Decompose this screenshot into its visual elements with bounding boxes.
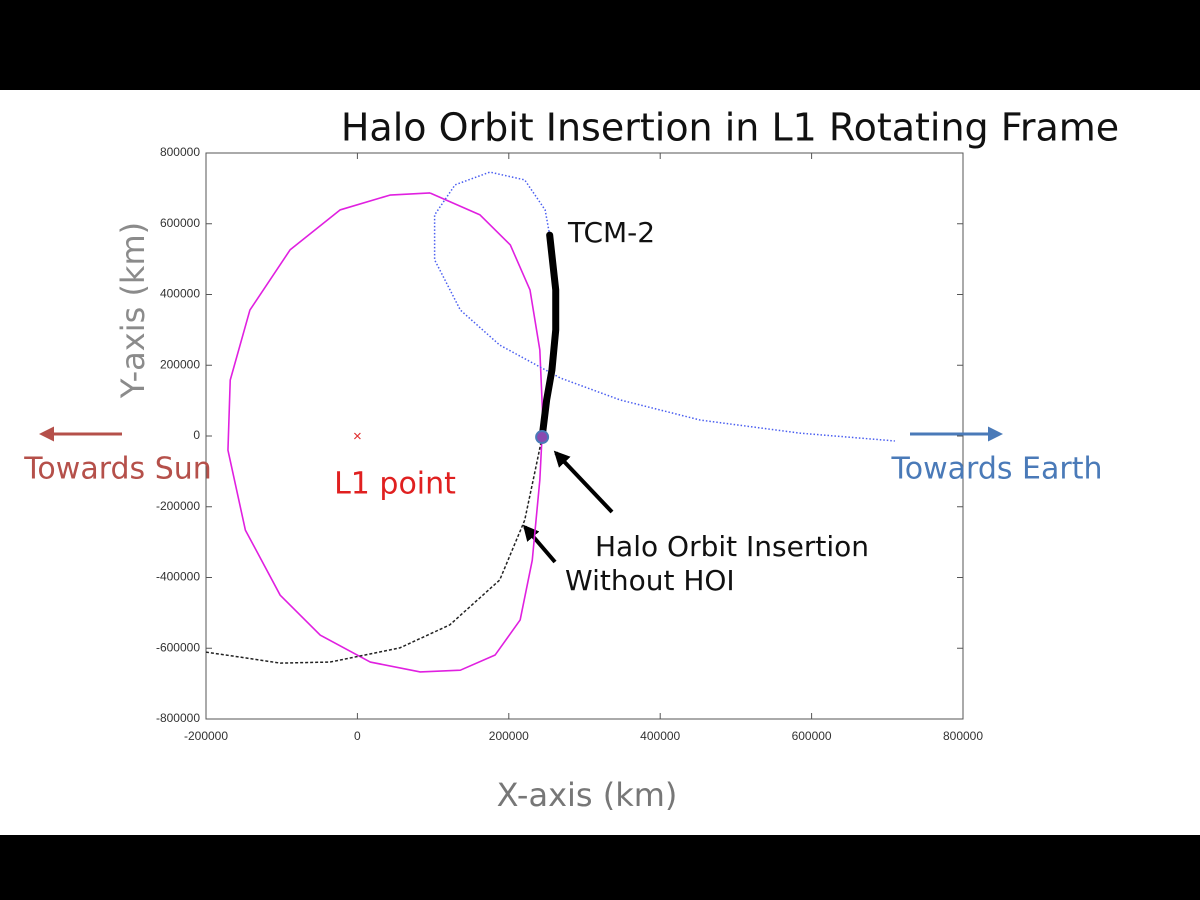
annotation: Towards Earth	[891, 452, 1103, 487]
x-tick-label: 400000	[640, 729, 680, 743]
y-tick-label: -400000	[156, 570, 200, 584]
y-tick-label: -600000	[156, 640, 200, 654]
annotation: TCM-2	[567, 216, 655, 249]
trajectory	[433, 171, 895, 442]
slide-background	[0, 90, 1200, 835]
y-tick-label: -800000	[156, 711, 200, 725]
annotation: Halo Orbit Insertion	[595, 530, 869, 563]
without-hoi-arrow	[522, 524, 557, 564]
l1-marker	[353, 432, 361, 440]
trajectory	[227, 192, 544, 673]
chart-title: Halo Orbit Insertion in L1 Rotating Fram…	[341, 106, 1119, 150]
y-tick-label: 600000	[160, 216, 200, 230]
y-axis-label: Y-axis (km)	[114, 222, 152, 399]
y-tick-label: 200000	[160, 357, 200, 371]
y-tick-label: 400000	[160, 287, 200, 301]
x-tick-label: 0	[354, 729, 361, 743]
annotation: Without HOI	[565, 564, 735, 597]
x-tick-label: 600000	[792, 729, 832, 743]
annotation: Towards Sun	[23, 452, 212, 487]
annotation: L1 point	[334, 467, 456, 502]
x-tick-label: 200000	[489, 729, 529, 743]
insertion-arrow	[553, 450, 614, 514]
insertion-marker	[535, 430, 550, 445]
x-axis-label: X-axis (km)	[497, 776, 678, 814]
x-tick-label: -200000	[184, 729, 228, 743]
y-tick-label: 800000	[160, 145, 200, 159]
trajectory	[538, 231, 560, 441]
y-tick-label: 0	[193, 428, 200, 442]
y-tick-label: -200000	[156, 499, 200, 513]
x-tick-label: 800000	[943, 729, 983, 743]
